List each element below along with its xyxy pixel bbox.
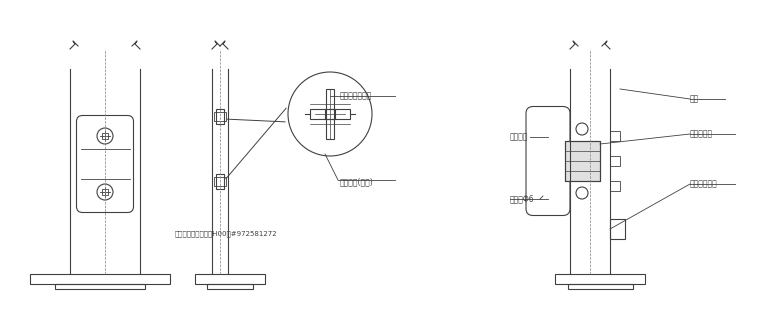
Text: 路灯接线盒: 路灯接线盒 (690, 129, 713, 138)
Bar (610, 131, 620, 141)
Bar (565, 141, 600, 181)
Text: 圆头内三角螺丝: 圆头内三角螺丝 (340, 91, 372, 100)
Bar (325, 109, 335, 119)
Bar (565, 141, 600, 181)
FancyBboxPatch shape (77, 116, 134, 213)
Bar (555, 274, 645, 284)
Text: 配电门盖(防水): 配电门盖(防水) (340, 177, 374, 187)
Bar (216, 174, 224, 189)
Bar (214, 177, 226, 186)
Circle shape (97, 184, 113, 200)
Bar (310, 109, 350, 119)
Text: 活叶: 活叶 (690, 95, 699, 104)
Text: 配电门盖: 配电门盖 (510, 133, 528, 142)
Circle shape (97, 128, 113, 144)
Bar (102, 133, 108, 139)
Bar (216, 109, 224, 124)
Bar (30, 274, 170, 284)
Bar (610, 181, 620, 191)
Bar (55, 284, 145, 289)
Text: 专用接地螺栓: 专用接地螺栓 (690, 180, 717, 188)
Bar (568, 284, 633, 289)
Text: 门锁索Φ6: 门锁索Φ6 (510, 194, 534, 204)
Bar (102, 189, 108, 195)
Bar (326, 89, 334, 139)
Bar (195, 274, 265, 284)
Bar (610, 219, 625, 239)
Circle shape (576, 123, 588, 135)
Circle shape (288, 72, 372, 156)
Bar (214, 112, 226, 121)
FancyBboxPatch shape (526, 107, 570, 215)
Circle shape (576, 187, 588, 199)
Bar (610, 156, 620, 166)
Bar (207, 284, 253, 289)
Text: 中国市政工程电气资H00册#972581272: 中国市政工程电气资H00册#972581272 (175, 231, 277, 237)
